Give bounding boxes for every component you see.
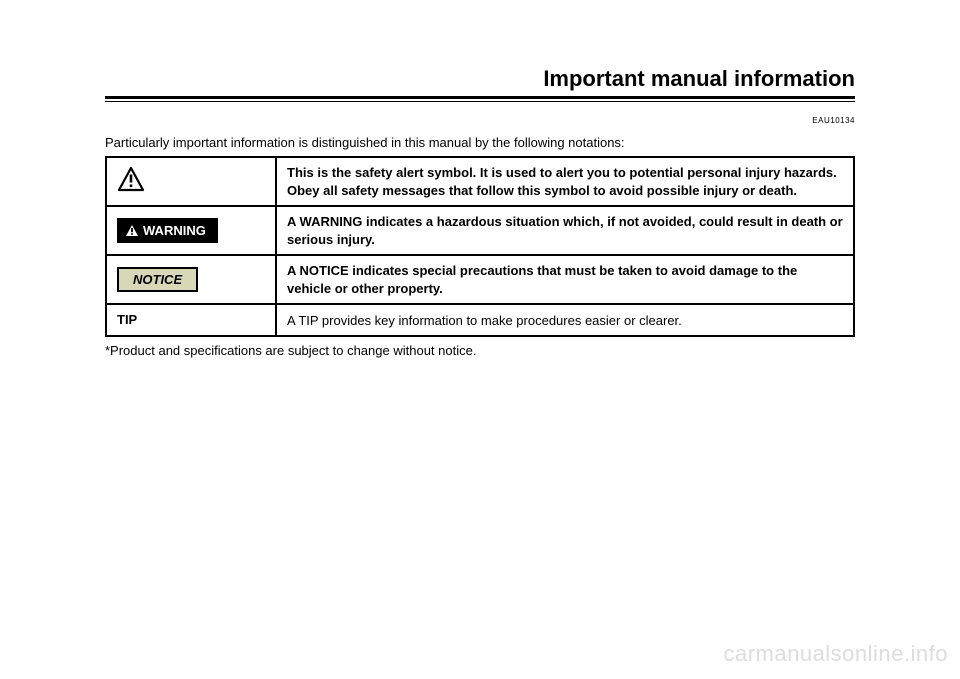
warning-badge-label: WARNING	[143, 223, 206, 238]
reference-code: EAU10134	[105, 116, 855, 125]
desc-warning: A WARNING indicates a hazardous situatio…	[276, 206, 854, 255]
desc-notice: A NOTICE indicates special precautions t…	[276, 255, 854, 304]
table-row: NOTICE A NOTICE indicates special precau…	[106, 255, 854, 304]
manual-page: Important manual information EAU10134 Pa…	[105, 60, 855, 358]
section-title: Important manual information	[105, 66, 855, 92]
notice-badge: NOTICE	[117, 267, 198, 292]
rule-thin	[105, 101, 855, 102]
intro-text: Particularly important information is di…	[105, 135, 855, 150]
symbol-warning-cell: WARNING	[106, 206, 276, 255]
symbol-notice-cell: NOTICE	[106, 255, 276, 304]
symbol-tip-cell: TIP	[106, 304, 276, 336]
desc-alert: This is the safety alert symbol. It is u…	[276, 157, 854, 206]
symbol-alert-cell	[106, 157, 276, 206]
table-row: This is the safety alert symbol. It is u…	[106, 157, 854, 206]
notation-table: This is the safety alert symbol. It is u…	[105, 156, 855, 337]
rule-thick	[105, 96, 855, 99]
warning-badge: WARNING	[117, 218, 218, 243]
tip-label: TIP	[117, 312, 137, 327]
watermark: carmanualsonline.info	[723, 641, 948, 667]
table-row: WARNING A WARNING indicates a hazardous …	[106, 206, 854, 255]
desc-tip: A TIP provides key information to make p…	[276, 304, 854, 336]
warning-triangle-icon	[125, 224, 139, 237]
table-row: TIP A TIP provides key information to ma…	[106, 304, 854, 336]
footnote: *Product and specifications are subject …	[105, 343, 855, 358]
alert-triangle-icon	[117, 166, 145, 197]
